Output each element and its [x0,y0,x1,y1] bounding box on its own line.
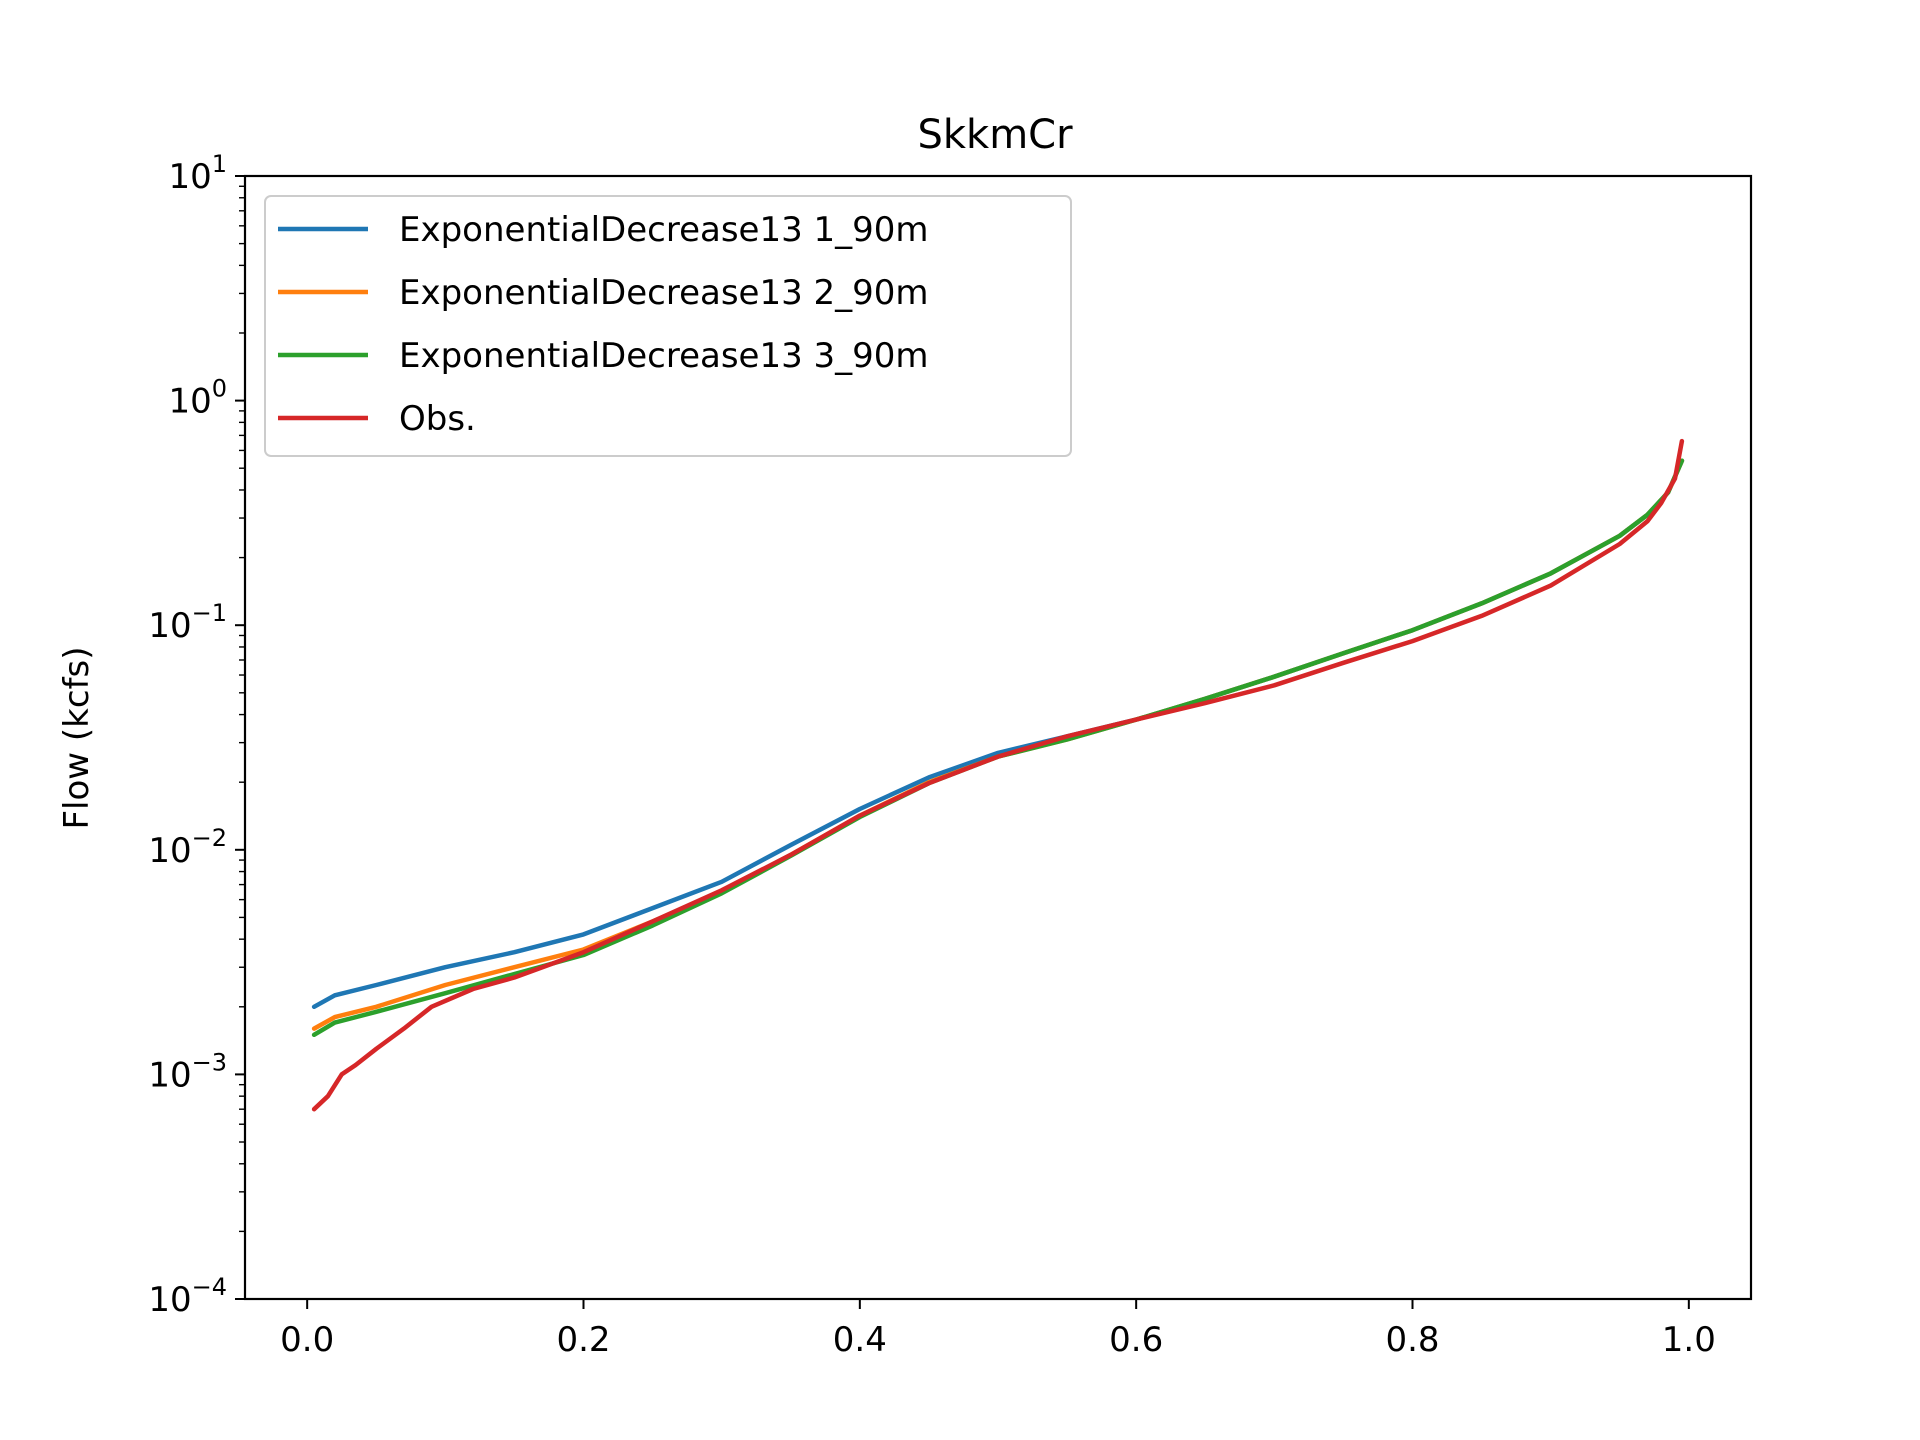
x-tick-label: 0.8 [1385,1320,1439,1360]
legend-entry-3: ExponentialDecrease13 3_90m [399,336,929,376]
legend-entry-1: ExponentialDecrease13 1_90m [399,210,929,250]
series-layer [311,438,1685,1112]
plot-frame [243,174,1753,1301]
chart-title: SkkmCr [917,112,1073,158]
x-tick-label: 0.6 [1109,1320,1163,1360]
y-tick-label: 100 [168,375,227,422]
x-tick-label: 0.2 [556,1320,610,1360]
series-line-4 [311,438,1685,1112]
x-tick-label: 0.0 [280,1320,334,1360]
x-tick-label: 0.4 [833,1320,887,1360]
y-tick-label: 10−1 [148,599,227,646]
y-tick-label: 10−3 [148,1048,227,1095]
y-tick-label: 10−4 [148,1273,227,1320]
x-ticks-layer: 0.0 0.2 0.4 0.6 0.8 1.0 [280,1299,1716,1360]
y-ticks-layer: 10−4 10−3 10−2 10−1 100 101 [148,150,245,1320]
legend-entry-4: Obs. [399,399,476,439]
legend: ExponentialDecrease13 1_90m ExponentialDe… [264,195,1072,457]
y-axis-label: Flow (kcfs) [57,646,97,829]
legend-box [264,195,1072,457]
y-tick-label: 101 [168,150,227,197]
y-tick-label: 10−2 [148,824,227,871]
legend-entry-2: ExponentialDecrease13 2_90m [399,273,929,313]
x-tick-label: 1.0 [1662,1320,1716,1360]
